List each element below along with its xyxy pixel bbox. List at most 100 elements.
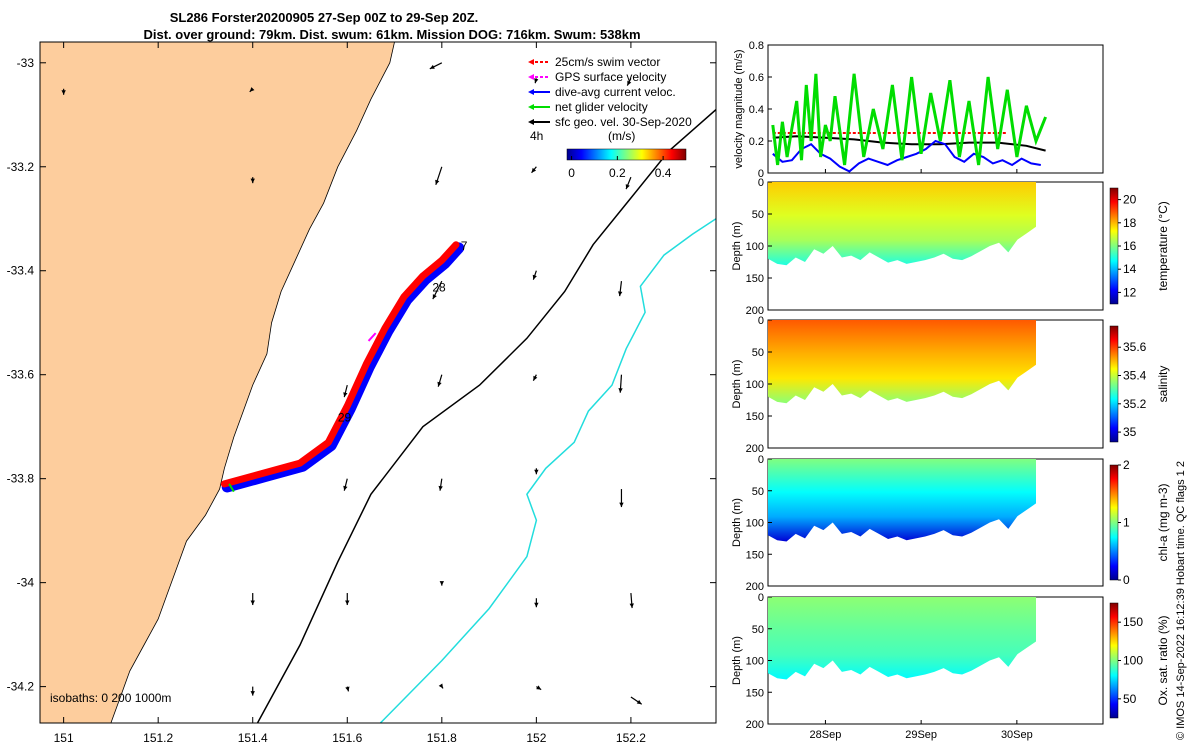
x-tick-label: 151.4 bbox=[238, 731, 268, 745]
track-day-label: 29 bbox=[338, 410, 352, 424]
y-tick-label: 100 bbox=[746, 379, 764, 391]
map-frame bbox=[39, 41, 717, 724]
title-line-2: Dist. over ground: 79km. Dist. swum: 61k… bbox=[143, 27, 640, 42]
y-tick-label: 100 bbox=[746, 518, 764, 530]
colorbar-gradient bbox=[566, 148, 687, 161]
colorbar-tick-label: 1 bbox=[1123, 516, 1130, 530]
colorbar-tick-label: 0 bbox=[1123, 573, 1130, 587]
legend-arrowhead bbox=[528, 104, 534, 110]
y-tick-label: 50 bbox=[752, 624, 764, 636]
velocity-series-line bbox=[772, 139, 1041, 173]
y-tick-label: -33 bbox=[17, 56, 35, 70]
colorbar-label: Ox. sat. ratio (%) bbox=[1156, 615, 1170, 705]
current-vector-head bbox=[636, 699, 642, 705]
y-tick-label: 0.6 bbox=[749, 72, 764, 84]
net-glider-velocity bbox=[228, 483, 235, 493]
legend-arrowhead bbox=[528, 119, 534, 125]
legend-label: dive-avg current veloc. bbox=[555, 85, 676, 99]
y-tick-label: -33.6 bbox=[7, 368, 35, 382]
y-tick-label: 100 bbox=[746, 656, 764, 668]
legend-label: net glider velocity bbox=[555, 100, 648, 114]
x-tick-label: 152 bbox=[526, 731, 546, 745]
x-tick-label: 152.2 bbox=[616, 731, 646, 745]
y-tick-label: 0 bbox=[758, 177, 764, 189]
x-tick-label: 151.2 bbox=[143, 731, 173, 745]
speed-colorbar: (m/s) 0 0.2 0.4 bbox=[566, 129, 687, 180]
isobath-200m bbox=[256, 109, 716, 723]
section-panel: 0 50 100 150 200 Depth (m) 50 100 150 Ox. sat. ra… bbox=[731, 592, 1170, 731]
current-vector-head bbox=[345, 600, 350, 606]
y-tick-label: 50 bbox=[752, 486, 764, 498]
track-day-label: 7 bbox=[461, 239, 468, 253]
colorbar-label: salinity bbox=[1156, 366, 1170, 403]
y-axis-label: Depth (m) bbox=[731, 222, 743, 271]
y-tick-label: 200 bbox=[746, 719, 764, 731]
y-tick-label: 200 bbox=[746, 443, 764, 455]
section-colorbar bbox=[1109, 187, 1119, 305]
y-tick-label: 50 bbox=[752, 347, 764, 359]
section-colorbar bbox=[1109, 325, 1119, 443]
current-vector-head bbox=[343, 485, 348, 491]
y-axis-label: velocity magnitude (m/s) bbox=[733, 49, 745, 168]
section-panel: 0 50 100 150 200 Depth (m) 12 14 16 18 20 temperatu… bbox=[731, 177, 1170, 317]
y-tick-label: 0.8 bbox=[749, 40, 764, 52]
y-tick-label: -34.2 bbox=[7, 680, 35, 694]
current-vector-head bbox=[531, 167, 537, 173]
current-vector-head bbox=[437, 381, 442, 387]
coastline-land bbox=[40, 42, 395, 723]
section-panel: 0 50 100 150 200 Depth (m) 35 35.2 35.4 35.6 salin… bbox=[731, 315, 1170, 455]
colorbar-tick-label: 35 bbox=[1123, 425, 1137, 439]
colorbar-tick-label: 35.2 bbox=[1123, 397, 1147, 411]
section-colorbar bbox=[1109, 602, 1119, 719]
section-data-patch bbox=[768, 597, 1036, 680]
current-vector-head bbox=[618, 291, 623, 297]
x-tick-label: 151.8 bbox=[427, 731, 457, 745]
track-day-label: 28 bbox=[432, 281, 446, 295]
y-axis-label: Depth (m) bbox=[731, 498, 743, 547]
colorbar-tick-label: 35.6 bbox=[1123, 340, 1147, 354]
colorbar-unit: (m/s) bbox=[608, 129, 635, 143]
current-vector-head bbox=[343, 392, 348, 398]
x-tick-label: 151.6 bbox=[332, 731, 362, 745]
colorbar-tick-label: 12 bbox=[1123, 285, 1137, 299]
section-data-patch bbox=[768, 320, 1036, 404]
gps-surface-velocity bbox=[367, 332, 377, 342]
colorbar-tick-label: 0.4 bbox=[655, 166, 672, 180]
scale-label: 4h bbox=[530, 129, 543, 143]
y-tick-label: 0.2 bbox=[749, 136, 764, 148]
current-vector-head bbox=[619, 502, 624, 508]
y-tick-label: 150 bbox=[746, 273, 764, 285]
section-data-patch bbox=[768, 459, 1036, 542]
legend-arrowhead bbox=[528, 59, 534, 65]
x-tick-label: 29Sep bbox=[905, 729, 937, 741]
velocity-series-line bbox=[772, 135, 1046, 152]
legend-label: 25cm/s swim vector bbox=[555, 55, 660, 69]
legend-arrowhead bbox=[528, 89, 534, 95]
colorbar-tick-label: 20 bbox=[1123, 193, 1137, 207]
legend-label: GPS surface velocity bbox=[555, 70, 666, 84]
section-panel: 0 50 100 150 200 Depth (m) 0 1 2 chl-a (mg m-3) bbox=[731, 454, 1170, 593]
map-panel: 7 28 29 151 151.2 151.4 151.6 151.8 152 152.2 -33… bbox=[7, 41, 717, 745]
current-vector-head bbox=[250, 600, 255, 606]
side-note: © IMOS 14-Sep-2022 16:12:39 Hobart time.… bbox=[1175, 461, 1187, 740]
colorbar-tick-label: 150 bbox=[1123, 615, 1143, 629]
section-colorbar bbox=[1109, 464, 1119, 581]
current-vector-head bbox=[534, 78, 539, 84]
colorbar-tick-label: 18 bbox=[1123, 216, 1137, 230]
velocity-series-line bbox=[771, 73, 1047, 166]
isobath-label: isobaths: 0 200 1000m bbox=[50, 691, 171, 705]
current-vector-head bbox=[250, 178, 255, 184]
current-vector-head bbox=[534, 469, 539, 475]
y-tick-label: 200 bbox=[746, 305, 764, 317]
x-tick-label: 30Sep bbox=[1001, 729, 1033, 741]
current-vector-head bbox=[429, 64, 435, 69]
y-axis-label: Depth (m) bbox=[731, 636, 743, 685]
y-axis-label: Depth (m) bbox=[731, 360, 743, 409]
current-vector-head bbox=[250, 691, 255, 696]
title-line-1: SL286 Forster20200905 27-Sep 00Z to 29-S… bbox=[170, 10, 479, 25]
colorbar-tick-label: 16 bbox=[1123, 239, 1137, 253]
x-tick-label: 28Sep bbox=[810, 729, 842, 741]
